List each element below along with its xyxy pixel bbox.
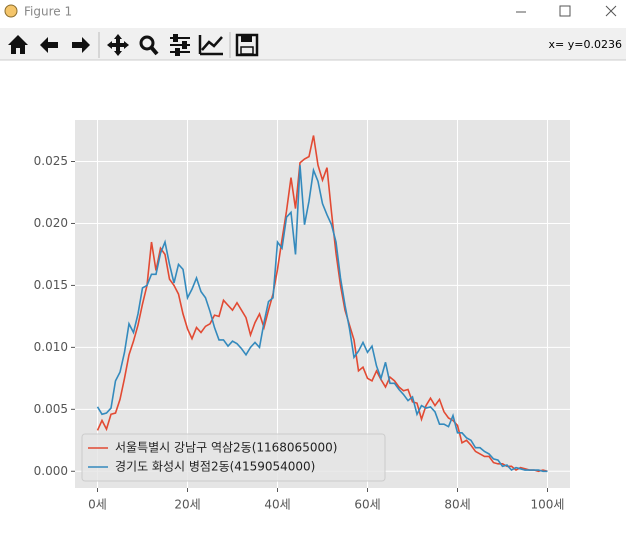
plot-area	[75, 120, 570, 488]
app-icon	[4, 4, 18, 18]
x-tick-label: 80세	[444, 498, 470, 512]
y-tick-label: 0.010	[34, 340, 68, 354]
configure-button[interactable]	[170, 34, 190, 56]
zoom-button[interactable]	[139, 35, 159, 56]
plot: 0.000 0.005 0.010 0.015 0.020 0.025 0세 20세 40세 60…	[34, 120, 570, 512]
legend-label: 서울특별시 강남구 역삼2동(1168065000)	[115, 441, 337, 455]
x-tick-label: 100세	[531, 498, 565, 512]
back-button[interactable]	[40, 37, 58, 53]
y-tick-label: 0.000	[34, 464, 68, 478]
maximize-button[interactable]	[559, 5, 571, 17]
toolbar	[0, 28, 626, 60]
y-tick-label: 0.025	[34, 154, 68, 168]
legend: 서울특별시 강남구 역삼2동(1168065000) 경기도 화성시 병점2동(4…	[81, 433, 386, 482]
y-tick-label: 0.020	[34, 216, 68, 230]
series-line	[96, 165, 548, 473]
coordinates: x= y=0.0236	[549, 38, 622, 51]
pan-button[interactable]	[107, 34, 129, 56]
y-tick-label: 0.005	[34, 402, 68, 416]
x-tick-label: 40세	[264, 498, 290, 512]
x-tick-label: 0세	[88, 498, 107, 512]
edit-axes-button[interactable]	[198, 35, 223, 56]
legend-label: 경기도 화성시 병점2동(4159054000)	[115, 460, 315, 474]
x-tick-label: 20세	[174, 498, 200, 512]
legend-box	[81, 433, 386, 482]
title-bar	[0, 0, 626, 24]
x-tick-label: 60세	[354, 498, 380, 512]
y-tick-label: 0.015	[34, 278, 68, 292]
forward-button[interactable]	[72, 37, 90, 53]
series-line	[96, 135, 548, 473]
save-button[interactable]	[235, 33, 259, 57]
home-button[interactable]	[8, 35, 28, 54]
close-button[interactable]	[605, 5, 617, 17]
window-title: Figure 1	[24, 5, 72, 19]
